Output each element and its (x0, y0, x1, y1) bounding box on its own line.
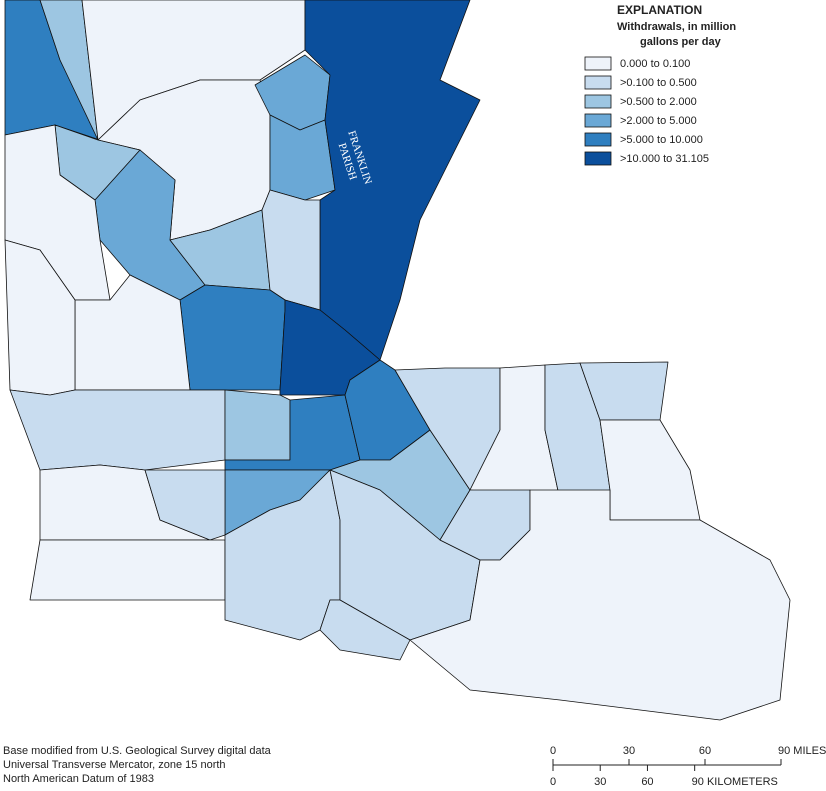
legend-swatch (584, 56, 612, 71)
scale-label: 0 (550, 776, 556, 788)
legend-label: >10.000 to 31.105 (620, 153, 709, 165)
legend-title: EXPLANATION (617, 3, 702, 17)
source-notes: Base modified from U.S. Geological Surve… (3, 745, 272, 785)
scale-label: 30 (623, 745, 635, 757)
parish (599, 419, 701, 521)
scale-label: 60 (641, 776, 653, 788)
legend: EXPLANATION Withdrawals, in million gall… (584, 3, 736, 166)
source-note: Base modified from U.S. Geological Surve… (3, 745, 272, 757)
parish (224, 389, 291, 461)
parish (9, 389, 226, 471)
parish-map (4, 0, 791, 721)
parish (319, 599, 411, 661)
legend-swatch (584, 113, 612, 128)
legend-swatch (584, 132, 612, 147)
scale-label: 90 MILES (778, 745, 826, 757)
legend-label: >0.100 to 0.500 (620, 77, 697, 89)
scale-label: 0 (550, 745, 556, 757)
parish (409, 489, 791, 721)
legend-swatch (584, 75, 612, 90)
scale-label: 30 (594, 776, 606, 788)
legend-label: >5.000 to 10.000 (620, 134, 703, 146)
legend-subtitle: gallons per day (640, 36, 722, 48)
legend-label: 0.000 to 0.100 (620, 58, 690, 70)
scale-label: 60 (699, 745, 711, 757)
legend-swatch (584, 151, 612, 166)
parish (179, 284, 286, 391)
scale-bar: 0 30 60 90 MILES 0 30 60 90 KILOMETERS (550, 745, 826, 788)
parish (29, 539, 226, 601)
source-note: North American Datum of 1983 (3, 773, 154, 785)
legend-subtitle: Withdrawals, in million (617, 21, 736, 33)
source-note: Universal Transverse Mercator, zone 15 n… (3, 759, 226, 771)
legend-label: >2.000 to 5.000 (620, 115, 697, 127)
legend-label: >0.500 to 2.000 (620, 96, 697, 108)
parish (144, 469, 226, 541)
scale-label: 90 KILOMETERS (692, 776, 778, 788)
legend-swatch (584, 94, 612, 109)
